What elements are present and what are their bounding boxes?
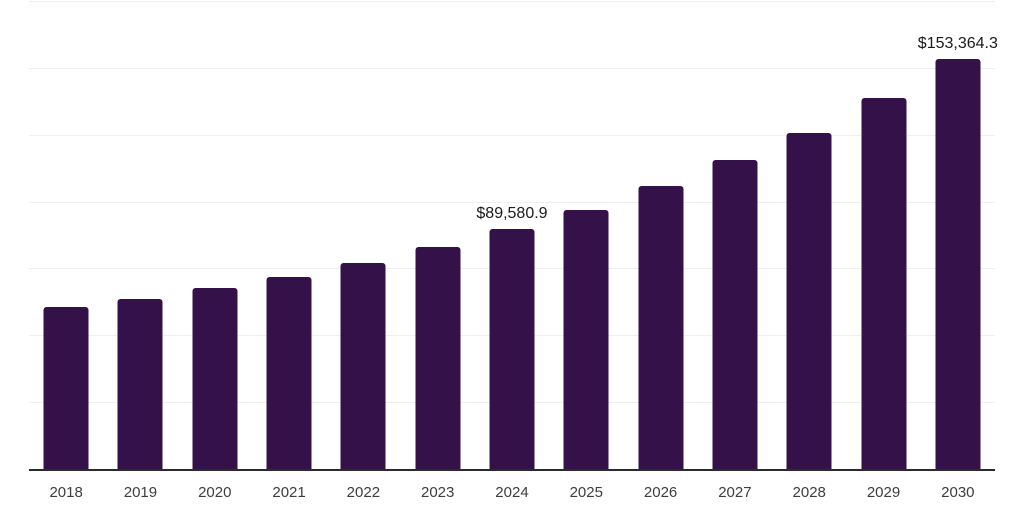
bar-2028[interactable] bbox=[786, 133, 832, 469]
bar-slot-2020 bbox=[178, 1, 252, 469]
bar-slot-2030: $153,364.3 bbox=[917, 1, 998, 469]
bar-2023[interactable] bbox=[415, 247, 461, 469]
bar-slot-2025 bbox=[549, 1, 623, 469]
bar-2029[interactable] bbox=[861, 98, 907, 469]
bar-2018[interactable] bbox=[43, 306, 89, 469]
gridline-125000 bbox=[29, 134, 995, 136]
bar-2024[interactable] bbox=[489, 229, 535, 469]
bar-slot-2026 bbox=[623, 1, 697, 469]
x-tick-2018: 2018 bbox=[49, 484, 83, 501]
bar-slot-2024: $89,580.9 bbox=[475, 1, 549, 469]
x-tick-2022: 2022 bbox=[346, 484, 381, 501]
bar-slot-2023 bbox=[401, 1, 475, 469]
gridline-150000 bbox=[29, 67, 995, 69]
x-tick-2030: 2030 bbox=[941, 484, 975, 501]
bar-2026[interactable] bbox=[638, 186, 684, 469]
bar-slot-2021 bbox=[252, 1, 326, 469]
x-tick-2023: 2023 bbox=[420, 484, 455, 501]
plot-area: $89,580.9 $153,364.3 bbox=[29, 1, 998, 471]
x-tick-2029: 2029 bbox=[866, 484, 901, 501]
x-tick-2020: 2020 bbox=[198, 484, 232, 501]
x-tick-2019: 2019 bbox=[123, 484, 158, 501]
bar-2020[interactable] bbox=[192, 287, 238, 469]
x-axis: 2018 2019 2020 2021 2022 2023 2024 2025 2026 2027… bbox=[29, 484, 995, 504]
x-tick-2025: 2025 bbox=[569, 484, 603, 501]
x-tick-2024: 2024 bbox=[495, 484, 529, 501]
bar-slot-2028 bbox=[772, 1, 846, 469]
bar-slot-2019 bbox=[103, 1, 177, 469]
bar-2025[interactable] bbox=[563, 210, 609, 469]
x-tick-2026: 2026 bbox=[643, 484, 678, 501]
data-label-2024: $89,580.9 bbox=[476, 205, 548, 223]
bar-2021[interactable] bbox=[266, 276, 312, 469]
gridline-100000 bbox=[29, 201, 995, 203]
bar-2019[interactable] bbox=[117, 298, 163, 469]
bar-2022[interactable] bbox=[340, 262, 386, 469]
x-tick-2028: 2028 bbox=[792, 484, 826, 501]
bar-slot-2022 bbox=[326, 1, 400, 469]
bar-2030[interactable] bbox=[935, 58, 981, 469]
bar-slot-2018 bbox=[29, 1, 103, 469]
x-tick-2027: 2027 bbox=[718, 484, 752, 501]
bar-slot-2027 bbox=[698, 1, 772, 469]
bar-2027[interactable] bbox=[712, 160, 758, 469]
x-tick-2021: 2021 bbox=[272, 484, 306, 501]
bar-slot-2029 bbox=[846, 1, 920, 469]
gridline-175000 bbox=[29, 1, 995, 2]
data-label-2030: $153,364.3 bbox=[917, 34, 998, 52]
